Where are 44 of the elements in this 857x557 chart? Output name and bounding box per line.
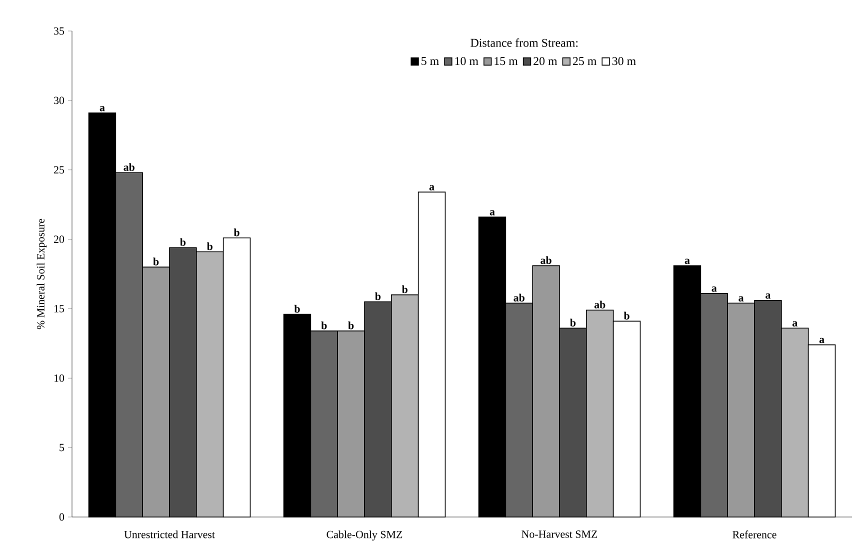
data-label: ab [540,256,552,264]
data-label: b [294,304,300,313]
data-label: a [792,321,798,326]
data-label: ab [514,294,524,302]
legend-label: 30 m [612,57,636,66]
data-label: b [624,312,630,320]
data-label: a [429,185,434,190]
data-label: a [490,210,495,216]
y-tick-label: 15 [54,305,64,312]
x-tick-label: Unrestricted Harvest [124,530,215,538]
legend-label: 15 m [494,57,518,66]
data-label: b [234,228,240,236]
data-label: ab [124,163,134,171]
data-label: b [153,258,159,266]
y-tick-label: 5 [60,444,64,452]
legend-label: 10 m [455,57,478,66]
y-tick-label: 10 [54,374,64,382]
data-label: a [738,296,744,302]
data-label: b [321,322,327,330]
legend-label: 25 m [573,57,597,66]
data-label: b [206,242,212,250]
data-label: a [819,338,824,344]
legend-label: 20 m [534,57,558,66]
y-tick-label: 25 [54,166,64,174]
legend-title: Distance from Stream: [470,38,578,47]
data-label: a [100,106,105,112]
x-tick-label: Reference [732,530,776,538]
data-label: b [348,322,354,330]
data-label: b [402,285,408,294]
data-label: b [375,292,381,300]
data-label: b [570,318,576,326]
legend-label: 5 m [422,57,439,66]
data-label: ab [594,300,606,308]
y-tick-label: 20 [54,236,64,243]
data-label: a [712,286,717,292]
y-tick-label: 35 [54,27,64,35]
data-label: b [180,238,186,246]
data-label: a [684,258,690,264]
y-axis-title: % Mineral Soil Exposure [36,218,47,330]
y-tick-label: 0 [59,513,64,521]
x-tick-label: Cable-Only SMZ [326,530,402,540]
y-tick-label: 30 [54,96,64,104]
data-label: a [766,293,771,299]
x-tick-label: No-Harvest SMZ [522,530,598,538]
